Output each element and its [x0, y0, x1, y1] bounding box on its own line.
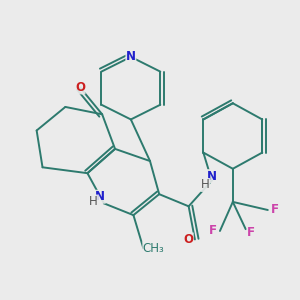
- Text: F: F: [247, 226, 255, 239]
- Text: F: F: [270, 203, 278, 217]
- Text: N: N: [95, 190, 105, 203]
- Text: N: N: [126, 50, 136, 63]
- Text: H: H: [89, 195, 98, 208]
- Text: F: F: [208, 224, 217, 238]
- Text: O: O: [75, 81, 85, 94]
- Text: H: H: [201, 178, 210, 191]
- Text: CH₃: CH₃: [143, 242, 165, 255]
- Text: N: N: [207, 169, 217, 183]
- Text: O: O: [183, 233, 193, 246]
